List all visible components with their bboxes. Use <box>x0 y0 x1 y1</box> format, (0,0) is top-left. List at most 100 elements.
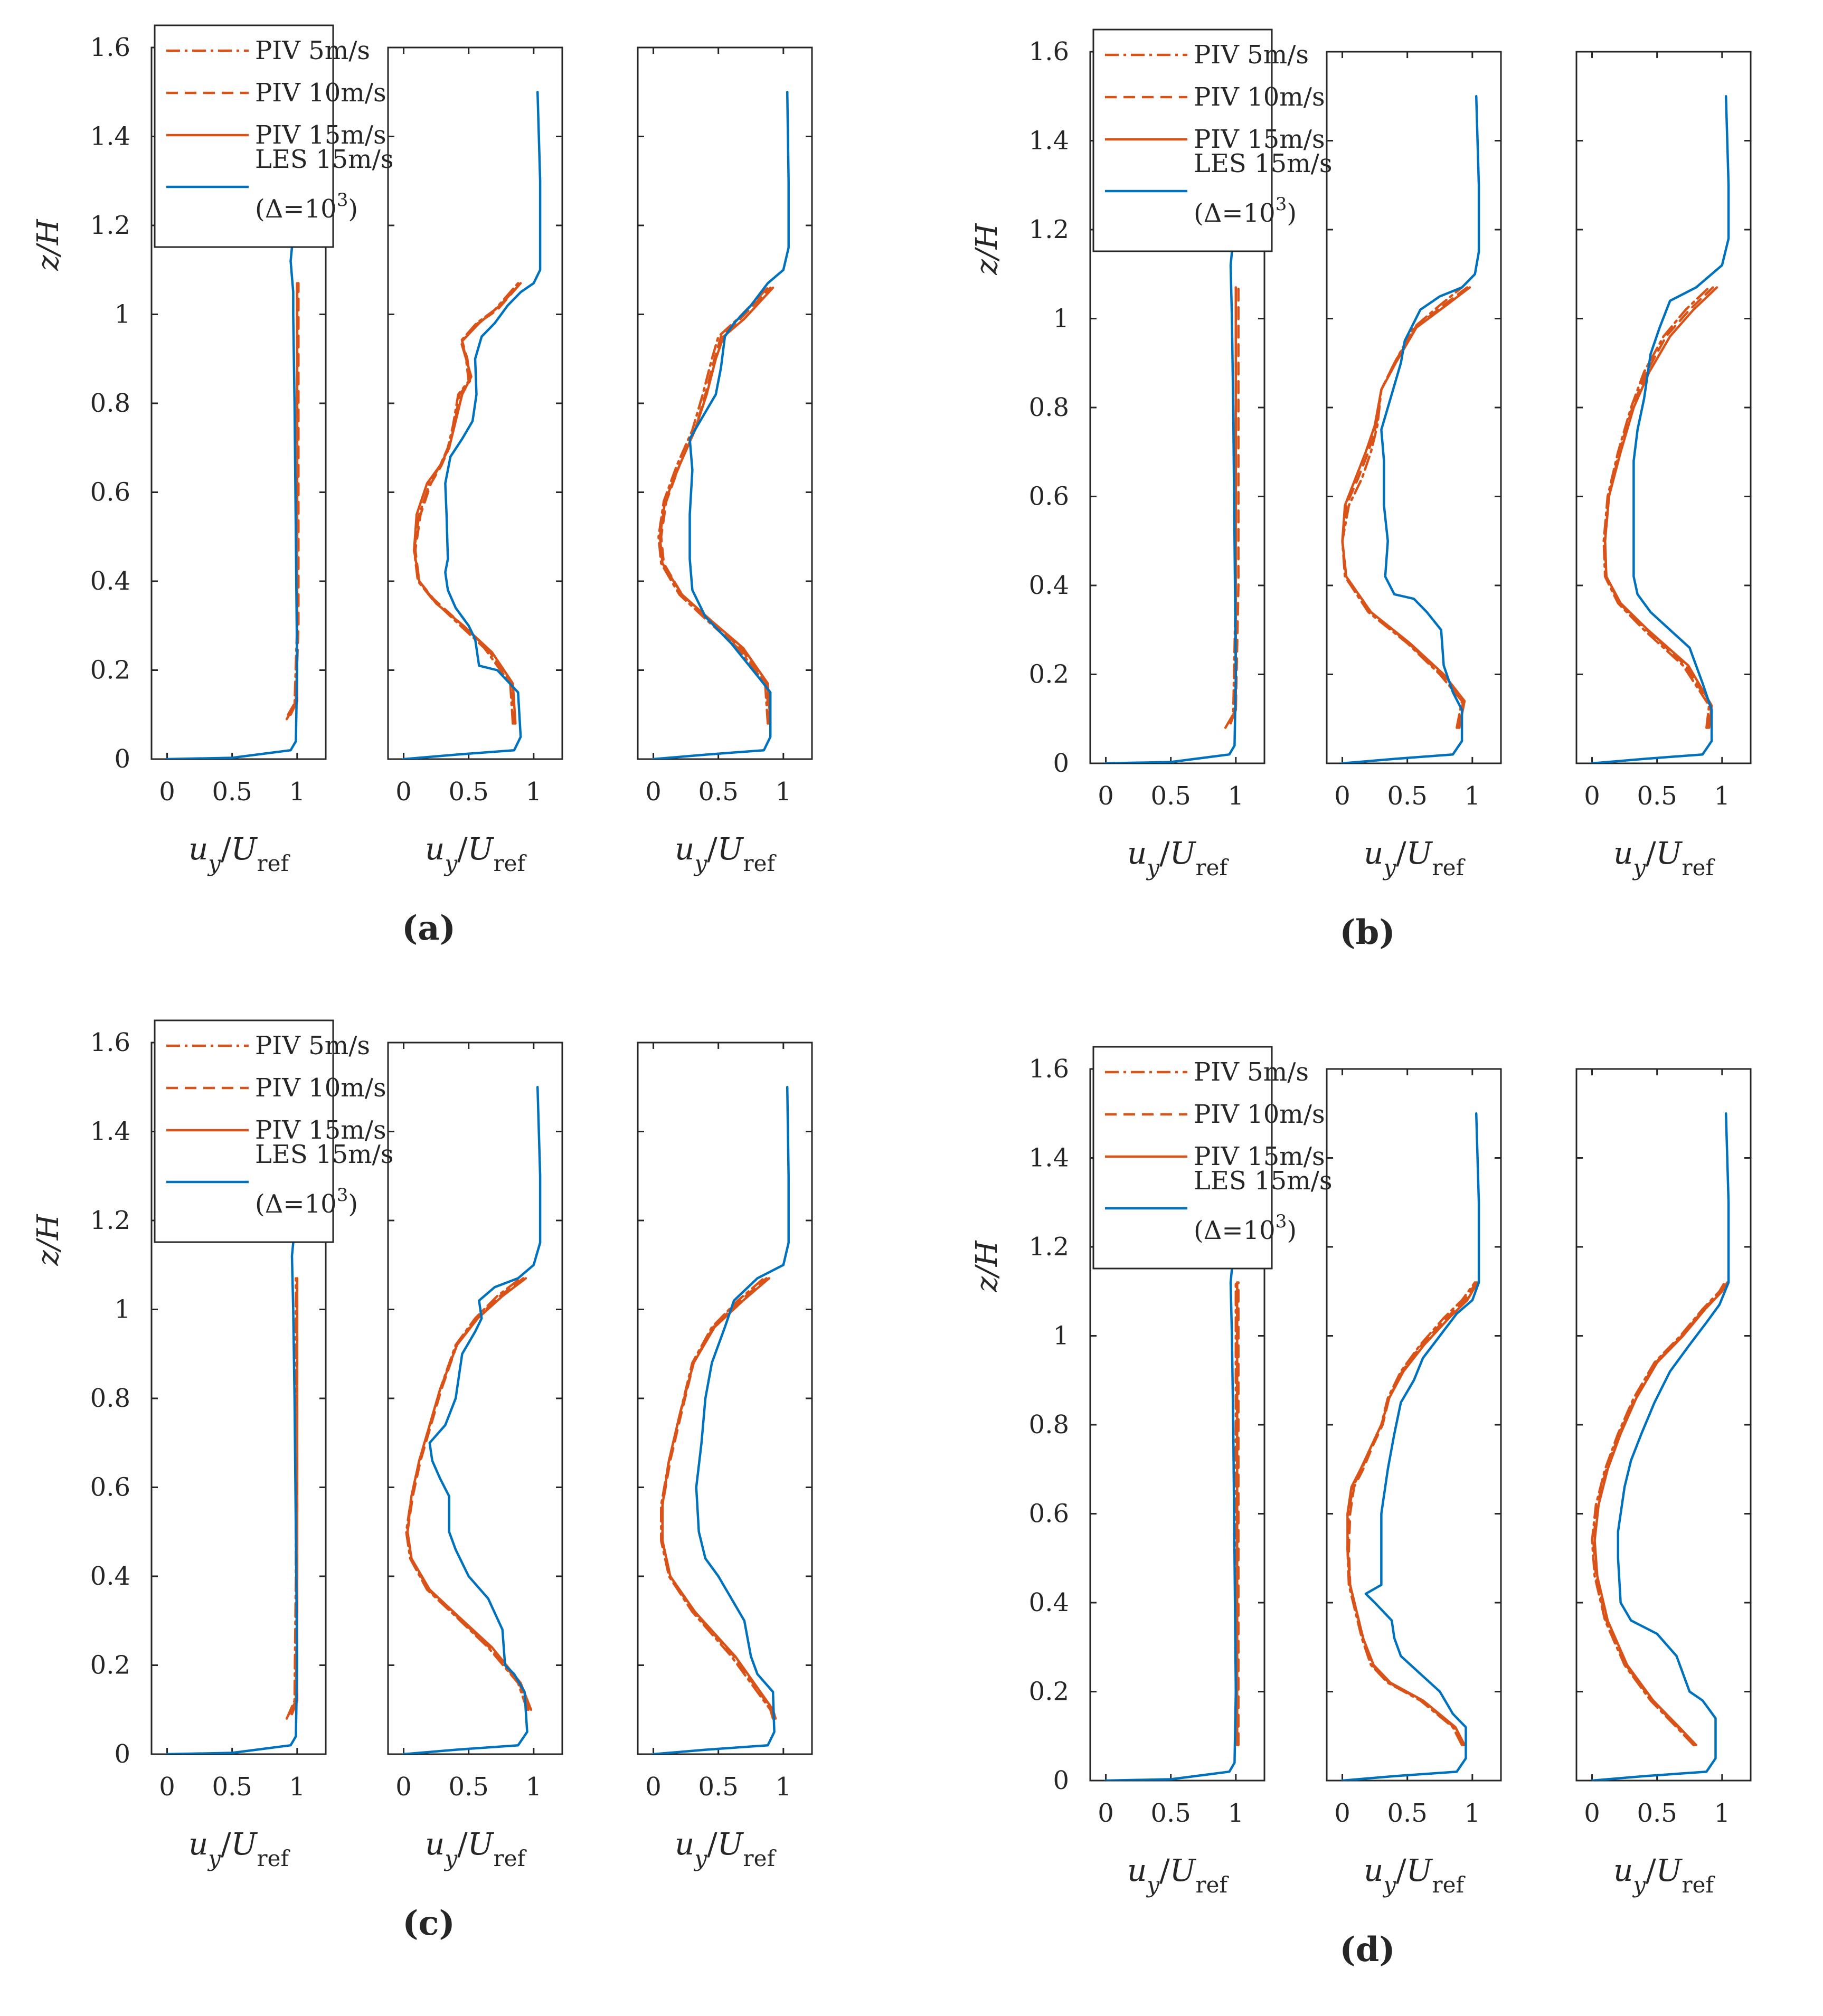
x-tick-label: 1 <box>1465 1799 1481 1828</box>
axes-box <box>387 1042 563 1755</box>
subplot: 0 0.5 1 uy/Uref <box>1575 1068 1752 1898</box>
legend-label-2: PIV 15m/s <box>1194 125 1325 154</box>
x-tick-label: 1 <box>776 1772 792 1802</box>
subplot: 0 0.5 1 uy/Uref <box>150 46 327 876</box>
subplot: 0 0.5 1 uy/Uref <box>150 1042 327 1871</box>
legend-label-2: PIV 15m/s <box>255 1115 386 1145</box>
x-tick-label: 1 <box>1465 781 1481 811</box>
legend-label-1: PIV 10m/s <box>1194 1100 1325 1129</box>
y-tick-label: 0 <box>1053 1766 1069 1795</box>
legend-label-3-line2: (Δ=103) <box>255 1185 358 1219</box>
y-tick-label: 1 <box>114 1295 130 1324</box>
x-tick-label: 0.5 <box>449 777 489 807</box>
x-axis-label: uy/Uref <box>425 1826 527 1871</box>
axes-box <box>1326 1068 1502 1782</box>
series-layer <box>652 1086 790 1754</box>
series-line-piv5 <box>1346 1281 1476 1746</box>
subplot: 0 0.5 1 uy/Uref <box>387 46 563 876</box>
axes-box <box>1575 51 1752 764</box>
series-line-piv10 <box>414 282 522 725</box>
x-tick-label: 1 <box>526 1772 542 1802</box>
y-axis-label: z/H <box>31 1214 65 1266</box>
panel-caption: (d) <box>1339 1930 1395 1970</box>
x-tick-label: 1 <box>289 777 306 807</box>
series-layer <box>1591 1112 1730 1781</box>
y-tick-label: 0.6 <box>1029 1499 1069 1529</box>
x-axis-label: uy/Uref <box>675 831 777 876</box>
legend-label-0: PIV 5m/s <box>1194 1057 1309 1087</box>
y-tick-label: 0 <box>114 1739 130 1769</box>
y-tick-label: 0.4 <box>90 1561 130 1591</box>
x-axis-label: uy/Uref <box>1613 1852 1715 1898</box>
y-tick-label: 0.4 <box>1029 1588 1069 1617</box>
x-tick-label: 0.5 <box>698 1772 739 1802</box>
x-axis-label: uy/Uref <box>1127 835 1229 881</box>
y-tick-label: 1.2 <box>90 211 130 240</box>
series-line-les <box>1104 250 1238 763</box>
series-line-les <box>1591 95 1730 763</box>
x-tick-label: 1 <box>1714 781 1731 811</box>
y-tick-label: 0 <box>114 744 130 774</box>
y-tick-label: 1.6 <box>90 1028 130 1057</box>
y-tick-label: 0.2 <box>1029 660 1069 689</box>
x-tick-label: 0 <box>645 1772 662 1802</box>
x-axis-label: uy/Uref <box>675 1826 777 1871</box>
x-tick-label: 1 <box>776 777 792 807</box>
series-line-piv15 <box>658 286 774 725</box>
x-axis-label: uy/Uref <box>425 831 527 876</box>
axes-box <box>1575 1068 1752 1782</box>
y-tick-label: 0.8 <box>1029 393 1069 422</box>
subplot: 0 0.5 1 uy/Uref <box>637 46 813 876</box>
x-axis-label: uy/Uref <box>1364 1852 1466 1898</box>
y-tick-label: 0.8 <box>1029 1410 1069 1440</box>
y-tick-label: 1.2 <box>90 1206 130 1235</box>
subplot: 0 0.5 1 uy/Uref <box>1326 51 1502 881</box>
series-line-les <box>166 1241 299 1754</box>
y-tick-label: 1.2 <box>1029 215 1069 244</box>
y-axis-label: z/H <box>31 219 65 271</box>
series-line-piv5 <box>1591 1281 1726 1746</box>
x-tick-label: 0.5 <box>1387 781 1428 811</box>
legend-label-1: PIV 10m/s <box>1194 82 1325 112</box>
x-tick-label: 1 <box>1228 1799 1244 1828</box>
y-tick-label: 1.6 <box>1029 37 1069 67</box>
series-line-les <box>402 1086 542 1754</box>
x-axis-label: uy/Uref <box>1127 1852 1229 1898</box>
y-tick-label: 1.4 <box>90 1117 130 1147</box>
legend-label-2: PIV 15m/s <box>255 120 386 150</box>
y-tick-label: 0 <box>1053 749 1069 778</box>
x-tick-label: 0.5 <box>449 1772 489 1802</box>
x-tick-label: 0 <box>645 777 662 807</box>
y-tick-label: 0.2 <box>1029 1677 1069 1707</box>
series-line-les <box>402 91 542 759</box>
series-line-piv5 <box>413 282 519 725</box>
x-axis-label: uy/Uref <box>1613 835 1715 881</box>
legend-label-3-line2: (Δ=103) <box>1194 194 1297 228</box>
series-line-les <box>1341 95 1480 763</box>
x-tick-label: 0 <box>159 1772 175 1802</box>
subplot: 0 0.5 1 uy/Uref <box>1089 1068 1265 1898</box>
y-tick-label: 0.4 <box>1029 571 1069 600</box>
series-line-piv10 <box>660 286 772 725</box>
x-tick-label: 0.5 <box>1637 781 1677 811</box>
y-tick-label: 0.2 <box>90 1651 130 1680</box>
x-tick-label: 0.5 <box>1387 1799 1428 1828</box>
subplot: 0 0.5 1 uy/Uref <box>637 1042 813 1871</box>
series-layer <box>166 246 300 759</box>
series-line-les <box>652 91 790 759</box>
series-line-piv15 <box>1341 286 1471 729</box>
subplot: 0 0.5 1 uy/Uref <box>1326 1068 1502 1898</box>
y-axis-label: z/H <box>970 223 1004 275</box>
y-tick-label: 0.4 <box>90 566 130 596</box>
x-tick-label: 0.5 <box>212 1772 252 1802</box>
series-line-piv15 <box>413 282 522 725</box>
series-layer <box>402 91 542 759</box>
series-layer <box>652 91 790 759</box>
legend-label-0: PIV 5m/s <box>255 1031 370 1061</box>
y-tick-label: 1.6 <box>90 33 130 62</box>
panel-caption: (a) <box>402 908 456 948</box>
x-tick-label: 0 <box>1584 1799 1600 1828</box>
